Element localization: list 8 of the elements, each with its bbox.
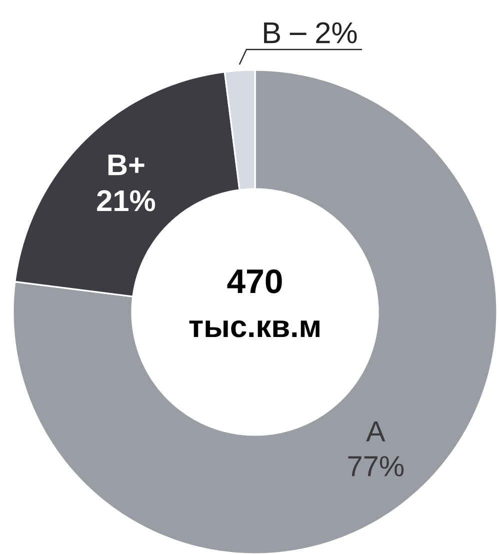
slice-label: B+ — [108, 154, 144, 176]
data-label: 2% — [316, 22, 357, 44]
text: 470 — [227, 269, 282, 294]
data-label: 77% — [348, 456, 404, 476]
slice-label: A — [366, 421, 386, 442]
text: тыс.кв.м — [189, 320, 320, 338]
slice-label: B — [264, 22, 280, 44]
data-label: 21% — [97, 190, 156, 212]
